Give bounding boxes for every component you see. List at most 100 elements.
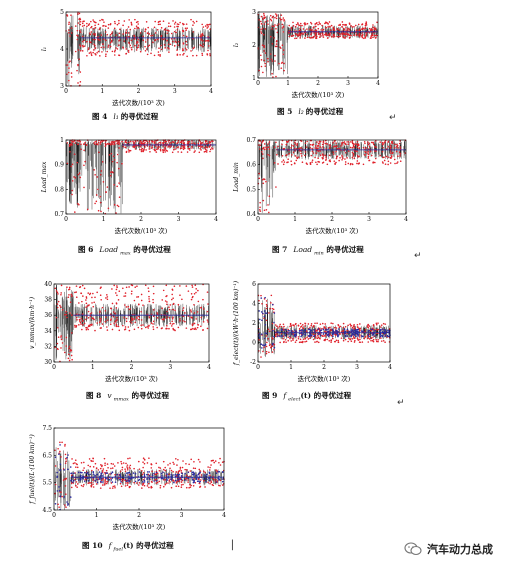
fig9-point — [302, 333, 304, 335]
fig4-point — [139, 50, 142, 53]
fig4-point — [182, 23, 185, 26]
fig4-point — [156, 38, 159, 41]
fig10-point — [141, 484, 144, 486]
fig4-point — [185, 43, 188, 46]
fig5-point — [332, 34, 335, 36]
fig6-point — [73, 140, 75, 143]
fig9-point — [274, 324, 277, 326]
fig10-point — [74, 485, 77, 487]
fig4-point — [204, 25, 207, 27]
fig9-point — [270, 302, 272, 304]
fig8-point — [128, 329, 131, 332]
fig4-point — [173, 23, 176, 25]
fig9-point — [351, 326, 354, 329]
fig9-point — [264, 323, 267, 326]
fig7-plot-area — [257, 139, 407, 214]
fig8-point — [163, 317, 165, 320]
fig7-point — [268, 211, 270, 214]
fig5-point — [294, 37, 296, 40]
fig6-point — [113, 158, 116, 161]
fig10-point — [189, 483, 191, 486]
fig6-point — [170, 141, 172, 144]
fig10-point — [117, 462, 119, 464]
fig10-point — [170, 469, 173, 472]
fig4-point — [81, 35, 84, 38]
fig6-point — [69, 143, 71, 146]
fig4-point — [119, 28, 121, 31]
fig6-point — [109, 174, 112, 177]
fig8-point — [177, 303, 180, 306]
fig6-point — [71, 193, 73, 196]
fig4-point — [207, 25, 209, 28]
fig6-point — [101, 140, 104, 143]
fig4-point — [209, 54, 211, 57]
fig8-point — [166, 301, 168, 303]
fig10-point — [170, 486, 173, 489]
fig6-point — [172, 148, 175, 151]
fig4-point — [69, 60, 71, 63]
fig4-point — [159, 53, 161, 56]
fig4-point — [106, 50, 109, 53]
fig10-point — [109, 487, 111, 489]
fig10-point — [54, 449, 56, 452]
fig9-point — [310, 324, 313, 327]
fig8-point — [194, 327, 197, 329]
fig4-point — [137, 20, 139, 23]
fig6-point — [117, 205, 120, 208]
fig4-point — [92, 38, 95, 41]
fig7-point — [332, 153, 335, 155]
fig9-xtick-label: 1 — [289, 364, 293, 371]
fig10-point — [142, 466, 144, 469]
fig7-point — [351, 146, 354, 149]
fig8-point — [193, 303, 195, 306]
fig9-point — [260, 294, 262, 297]
fig10-point — [64, 504, 66, 506]
fig8-point — [68, 345, 71, 348]
fig5-point — [376, 21, 378, 24]
fig6-point — [159, 148, 162, 151]
fig8-point — [130, 292, 133, 295]
fig4-xtick-label: 2 — [137, 88, 141, 95]
fig8-point — [161, 299, 164, 301]
fig7-point — [263, 209, 266, 212]
fig7-point — [267, 153, 269, 156]
fig5-point — [264, 52, 267, 54]
fig8-point — [94, 329, 96, 332]
fig7-point — [341, 142, 344, 145]
fig6-point — [116, 161, 118, 164]
fig9-point — [289, 335, 291, 338]
fig5-point — [348, 28, 351, 31]
fig4-point — [160, 37, 163, 40]
fig6-point — [166, 143, 169, 145]
fig9-point — [319, 337, 321, 340]
fig8-point — [106, 298, 109, 301]
fig7-point — [365, 146, 367, 149]
fig5-xtick-label: 0 — [256, 80, 260, 87]
fig4-point — [200, 33, 202, 36]
fig5-point — [314, 30, 317, 32]
fig4-point — [77, 22, 80, 24]
fig5-point — [263, 50, 265, 52]
fig4-point — [170, 38, 173, 40]
fig10-point — [141, 470, 143, 472]
fig4-point — [115, 47, 117, 49]
fig8-point — [122, 287, 124, 290]
fig4-point — [97, 23, 100, 26]
fig8-point — [184, 320, 186, 323]
fig8-point — [150, 322, 153, 324]
fig8-point — [61, 308, 64, 311]
fig8-point — [177, 326, 180, 329]
fig9-point — [326, 334, 328, 337]
fig9-point — [322, 328, 325, 331]
fig9-point — [380, 324, 383, 326]
fig4-point — [98, 28, 101, 31]
fig10-point — [169, 481, 171, 483]
fig5-point — [318, 36, 321, 38]
fig9-point — [372, 324, 375, 326]
fig7-point — [265, 208, 268, 211]
fig10-point — [125, 462, 127, 465]
fig8-point — [89, 292, 92, 295]
fig9-point — [353, 337, 356, 340]
fig9-point — [265, 352, 268, 355]
fig8-point — [87, 317, 90, 319]
